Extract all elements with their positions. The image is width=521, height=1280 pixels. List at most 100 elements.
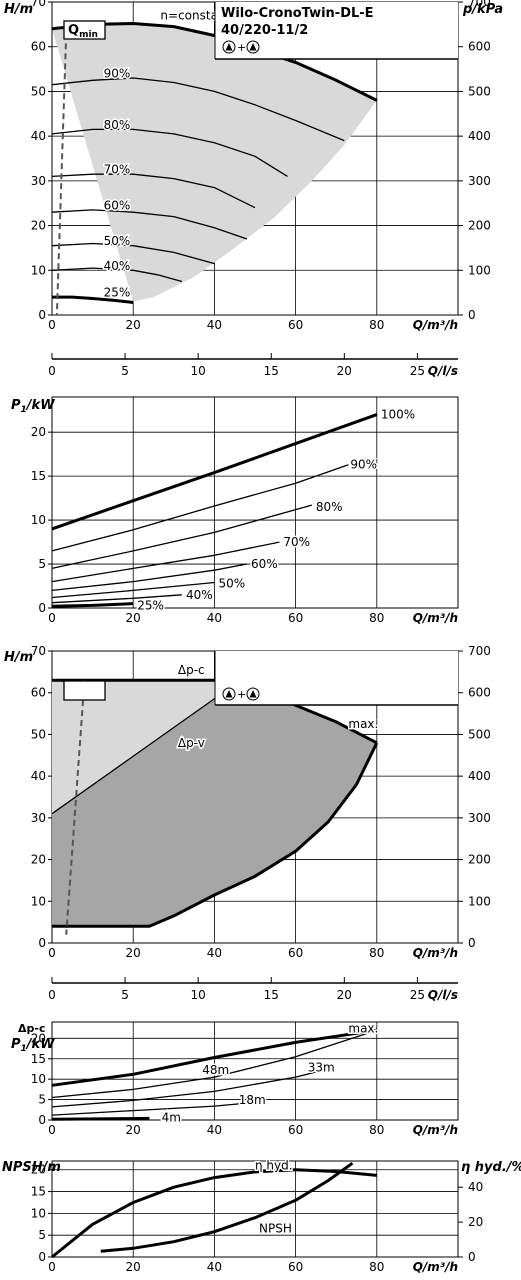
series-label: 25% — [104, 286, 131, 300]
qmin-dashed-line — [65, 680, 86, 935]
y2-tick-label: 600 — [468, 40, 491, 54]
series-label: 70% — [283, 535, 310, 549]
x-tick-label: 80 — [369, 1123, 384, 1137]
x-tick-label: 60 — [288, 1260, 303, 1274]
series-label: η hyd. — [255, 1158, 293, 1172]
series-line-25- — [51, 602, 134, 608]
x-tick-label: 80 — [369, 611, 384, 625]
x-tick-label: 60 — [288, 1123, 303, 1137]
axis-tick-label: 0 — [48, 988, 56, 1002]
y2-tick-label: 0 — [468, 308, 476, 322]
series-line-90- — [51, 77, 345, 142]
series-line-min — [52, 742, 379, 928]
series-label: 25% — [137, 598, 164, 612]
y2-tick-label: 40 — [468, 1180, 483, 1194]
y2-tick-label: 600 — [468, 686, 491, 700]
series-label: 40% — [104, 259, 131, 273]
x-tick-label: 20 — [126, 318, 141, 332]
series-label: NPSH — [259, 1222, 292, 1236]
x-tick-label: 80 — [369, 318, 384, 332]
axis-label: Q/l/s — [428, 364, 458, 378]
y2-tick-label: 20 — [468, 1215, 483, 1229]
y2-tick-label: 0 — [468, 1250, 476, 1264]
series-line--hyd- — [51, 1168, 377, 1259]
y-tick-label: 30 — [31, 811, 46, 825]
series-line-25- — [52, 295, 134, 304]
y-tick-label: 15 — [31, 469, 46, 483]
series-label: 80% — [104, 118, 131, 132]
series-label: 90% — [350, 458, 377, 472]
series-label: 90% — [104, 67, 131, 81]
y-tick-label: 0 — [38, 308, 46, 322]
dpc-power-chart: Δp-c P1/kW 0 5 10 15 20 0 20 40 60 80 Q/m³/h max.… — [11, 1020, 459, 1137]
power-curves-chart: P1/kW 0 5 10 15 20 0 20 40 60 80 Q/m³/h 100% 90% 80… — [11, 396, 459, 625]
y2-tick-label: 400 — [468, 769, 491, 783]
x-tick-label: 20 — [126, 1260, 141, 1274]
x-axis-label: Q/m³/h — [413, 1123, 458, 1137]
y2-tick-label: 100 — [468, 894, 491, 908]
axis-tick-label: 20 — [337, 988, 352, 1002]
y-tick-label: 20 — [31, 853, 46, 867]
y-tick-label: 20 — [31, 219, 46, 233]
x-tick-label: 20 — [126, 611, 141, 625]
y-tick-label: 30 — [31, 174, 46, 188]
y-tick-label: 40 — [31, 129, 46, 143]
y-tick-label: 50 — [31, 727, 46, 741]
series-label: 4m — [162, 1111, 181, 1125]
y-tick-label: 5 — [38, 557, 46, 571]
x-tick-label: 40 — [207, 611, 222, 625]
plot-frame — [51, 1160, 459, 1258]
x-tick-label: 0 — [48, 1123, 56, 1137]
y2-tick-label: 500 — [468, 727, 491, 741]
x-tick-label: 40 — [207, 318, 222, 332]
x-axis-label: Q/m³/h — [413, 1260, 458, 1274]
y-tick-label: 10 — [31, 1072, 46, 1086]
y-tick-label: 15 — [31, 1052, 46, 1066]
y-tick-label: 20 — [31, 425, 46, 439]
series-line-max- — [51, 1028, 378, 1087]
axis-tick-label: 25 — [410, 364, 425, 378]
y-tick-label: 15 — [31, 1185, 46, 1199]
axis-tick-label: 10 — [191, 988, 206, 1002]
y-tick-label: 0 — [38, 601, 46, 615]
axis-tick-label: 5 — [121, 988, 129, 1002]
y2-tick-label: 400 — [468, 129, 491, 143]
y-tick-label: 20 — [31, 1031, 46, 1045]
y-tick-label: 70 — [31, 644, 46, 658]
x-tick-label: 80 — [369, 1260, 384, 1274]
series-label: 70% — [104, 163, 131, 177]
pump-symbol-2: + — [222, 687, 260, 701]
pump-symbol: + — [222, 40, 260, 54]
y-axis-label-h: H/m — [4, 2, 33, 17]
x-tick-label: 40 — [207, 946, 222, 960]
qmin-dashed-line — [55, 33, 68, 316]
x-axis-label: Q/m³/h — [413, 611, 458, 625]
series-label: 60% — [104, 198, 131, 212]
y-tick-label: 50 — [31, 84, 46, 98]
series-label: Δp-c — [178, 663, 205, 677]
axis-tick-label: 10 — [191, 364, 206, 378]
y-tick-label: 0 — [38, 1250, 46, 1264]
series-line-n-constant-100- — [51, 22, 378, 102]
x-tick-label: 0 — [48, 1260, 56, 1274]
series-line-60- — [51, 563, 248, 592]
x-tick-label: 40 — [207, 1123, 222, 1137]
series-line-40- — [51, 267, 183, 283]
series-line--p-v — [51, 683, 236, 815]
y-tick-label: 10 — [31, 263, 46, 277]
series-label: 40% — [186, 588, 213, 602]
y-tick-label: 60 — [31, 40, 46, 54]
series-line-40- — [51, 594, 182, 604]
y2-tick-label: 700 — [468, 0, 491, 9]
series-line-80- — [51, 128, 288, 177]
axis-tick-label: 0 — [48, 364, 56, 378]
qmin-marker-2 — [63, 680, 106, 701]
qmin-label: Qmin — [68, 23, 98, 40]
series-line-NPSH — [100, 1161, 354, 1253]
x-tick-label: 0 — [48, 318, 56, 332]
y2-axis-label-eta: η hyd./% — [461, 1160, 521, 1175]
series-line-18m — [51, 1101, 256, 1116]
y2-tick-label: 100 — [468, 263, 491, 277]
y-tick-label: 20 — [31, 1163, 46, 1177]
